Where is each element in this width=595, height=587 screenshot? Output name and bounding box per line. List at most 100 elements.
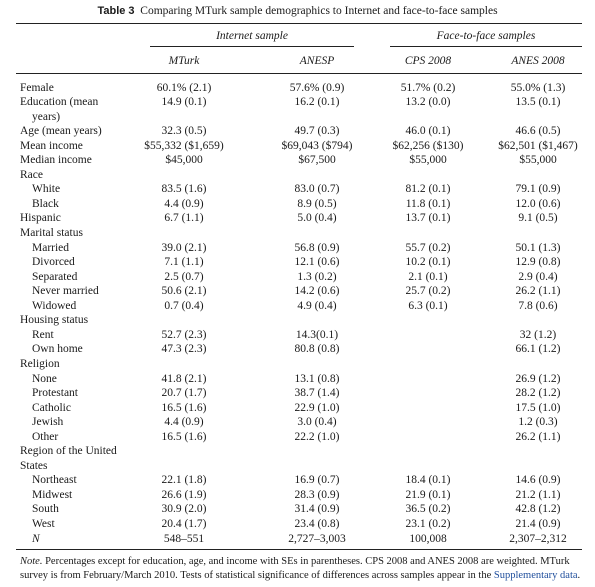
note-end: . <box>577 570 581 581</box>
table-cell: 2.9 (0.4) <box>518 270 558 283</box>
table-row: None 41.8 (2.1) 13.1 (0.8) 26.9 (1.2) <box>0 372 595 387</box>
group-header-internet: Internet sample <box>216 30 288 42</box>
table-cell: 56.8 (0.9) <box>294 241 340 254</box>
row-label: Marital status <box>20 227 83 239</box>
table-row: Religion <box>0 357 595 372</box>
table-cell: 83.0 (0.7) <box>294 183 340 196</box>
row-label: Never married <box>32 285 99 298</box>
table-cell: 4.9 (0.4) <box>297 299 337 312</box>
table-row: Region of the United <box>0 444 595 459</box>
row-label: Age (mean years) <box>20 125 102 138</box>
table-cell: 23.1 (0.2) <box>405 518 451 530</box>
table-row: Median income $45,000 $67,500 $55,000 $55,00… <box>0 153 595 168</box>
table-cell: 7.1 (1.1) <box>164 256 204 269</box>
table-cell: 81.2 (0.1) <box>405 183 451 196</box>
table-row: Rent 52.7 (2.3) 14.3(0.1) 32 (1.2) <box>0 328 595 343</box>
table-row: N 548–551 2,727–3,003 100,008 2,307–2,312 <box>0 532 595 547</box>
table-cell: 13.2 (0.0) <box>405 96 451 109</box>
row-label: Widowed <box>32 299 77 312</box>
table-row: Mean income $55,332 ($1,659) $69,043 ($794… <box>0 139 595 154</box>
table-note: Note. Percentages except for education, … <box>20 555 582 583</box>
table-row: Catholic 16.5 (1.6) 22.9 (1.0) 17.5 (1.0) <box>0 401 595 416</box>
table-cell: $55,000 <box>409 154 447 167</box>
row-label: West <box>32 518 55 530</box>
row-label: Separated <box>32 270 78 283</box>
table-row: White 83.5 (1.6) 83.0 (0.7) 81.2 (0.1) 79.1 … <box>0 182 595 197</box>
table-row: Black 4.4 (0.9) 8.9 (0.5) 11.8 (0.1) 12.0 (0… <box>0 197 595 212</box>
table-row: Midwest 26.6 (1.9) 28.3 (0.9) 21.9 (0.1) 21.… <box>0 488 595 503</box>
table-row: Race <box>0 168 595 183</box>
row-label: Catholic <box>32 401 71 414</box>
table-title: Comparing MTurk sample demographics to I… <box>140 5 498 17</box>
row-label: South <box>32 503 59 516</box>
table-cell: 79.1 (0.9) <box>515 183 561 196</box>
table-cell: 3.0 (0.4) <box>297 416 337 429</box>
row-label: years) <box>32 110 61 123</box>
table-row: Age (mean years) 32.3 (0.5) 49.7 (0.3) 46.0… <box>0 124 595 139</box>
row-label: Divorced <box>32 256 75 269</box>
table-cell: 21.9 (0.1) <box>405 488 451 501</box>
table-cell: $62,256 ($130) <box>392 139 464 152</box>
table-cell: 20.4 (1.7) <box>161 518 207 530</box>
table-cell: 22.2 (1.0) <box>294 430 340 443</box>
table-cell: 20.7 (1.7) <box>161 387 207 400</box>
table-cell: 13.1 (0.8) <box>294 372 340 385</box>
table-cell: $69,043 ($794) <box>281 139 353 152</box>
table-row: Divorced 7.1 (1.1) 12.1 (0.6) 10.2 (0.1) 12.… <box>0 255 595 270</box>
header-rule <box>16 73 582 74</box>
table-cell: 16.9 (0.7) <box>294 474 340 487</box>
table-cell: 57.6% (0.9) <box>289 81 345 94</box>
table-row: Own home 47.3 (2.3) 80.8 (0.8) 66.1 (1.2) <box>0 342 595 357</box>
row-label: Race <box>20 168 43 181</box>
table-row: Marital status <box>0 226 595 241</box>
table-cell: 55.0% (1.3) <box>510 81 566 94</box>
top-rule <box>16 23 582 24</box>
table-cell: 14.6 (0.9) <box>515 474 561 487</box>
table-row: Married 39.0 (2.1) 56.8 (0.9) 55.7 (0.2) 50.… <box>0 241 595 256</box>
table-row: States <box>0 459 595 474</box>
table-cell: 11.8 (0.1) <box>405 197 451 210</box>
table-cell: 32.3 (0.5) <box>161 125 207 138</box>
table-cell: 50.6 (2.1) <box>161 285 207 298</box>
table-cell: 2.5 (0.7) <box>164 270 204 283</box>
table-cell: $67,500 <box>298 154 336 167</box>
note-label: Note. <box>20 556 43 567</box>
table-cell: 26.2 (1.1) <box>515 430 561 443</box>
supplementary-data-link[interactable]: Supplementary data <box>493 570 578 581</box>
table-cell: 22.1 (1.8) <box>161 474 207 487</box>
table-cell: 28.2 (1.2) <box>515 387 561 400</box>
group-rule-face-to-face <box>390 46 582 47</box>
table-cell: 66.1 (1.2) <box>515 343 561 356</box>
table-label: Table 3 <box>97 5 135 17</box>
table-row: years) <box>0 110 595 125</box>
group-header-face-to-face: Face-to-face samples <box>436 30 536 42</box>
row-label: Female <box>20 81 54 94</box>
table-cell: 39.0 (2.1) <box>161 241 207 254</box>
row-label: Jewish <box>32 416 64 429</box>
table-cell: 46.0 (0.1) <box>405 125 451 138</box>
table-cell: 16.5 (1.6) <box>161 401 207 414</box>
table-cell: 1.2 (0.3) <box>518 416 558 429</box>
row-label: Northeast <box>32 474 77 487</box>
table-cell: 2.1 (0.1) <box>408 270 448 283</box>
table-cell: 9.1 (0.5) <box>518 212 558 225</box>
group-rule-internet <box>150 46 354 47</box>
table-cell: 22.9 (1.0) <box>294 401 340 414</box>
column-header-mturk: MTurk <box>168 55 200 67</box>
note-text: Percentages except for education, age, a… <box>20 556 570 581</box>
table-cell: 26.6 (1.9) <box>161 488 207 501</box>
table-cell: 6.3 (0.1) <box>408 299 448 312</box>
table-cell: 21.2 (1.1) <box>515 488 561 501</box>
row-label: Education (mean <box>20 96 99 109</box>
table-cell: 7.8 (0.6) <box>518 299 558 312</box>
table-caption: Table 3 Comparing MTurk sample demograph… <box>0 5 595 17</box>
table-cell: 25.7 (0.2) <box>405 285 451 298</box>
table-cell: 0.7 (0.4) <box>164 299 204 312</box>
row-label: Married <box>32 241 70 254</box>
table-cell: 47.3 (2.3) <box>161 343 207 356</box>
row-label: Black <box>32 197 59 210</box>
table-cell: 5.0 (0.4) <box>297 212 337 225</box>
row-label: Median income <box>20 154 92 167</box>
table-cell: 31.4 (0.9) <box>294 503 340 516</box>
table-row: Hispanic 6.7 (1.1) 5.0 (0.4) 13.7 (0.1) 9.1 … <box>0 211 595 226</box>
